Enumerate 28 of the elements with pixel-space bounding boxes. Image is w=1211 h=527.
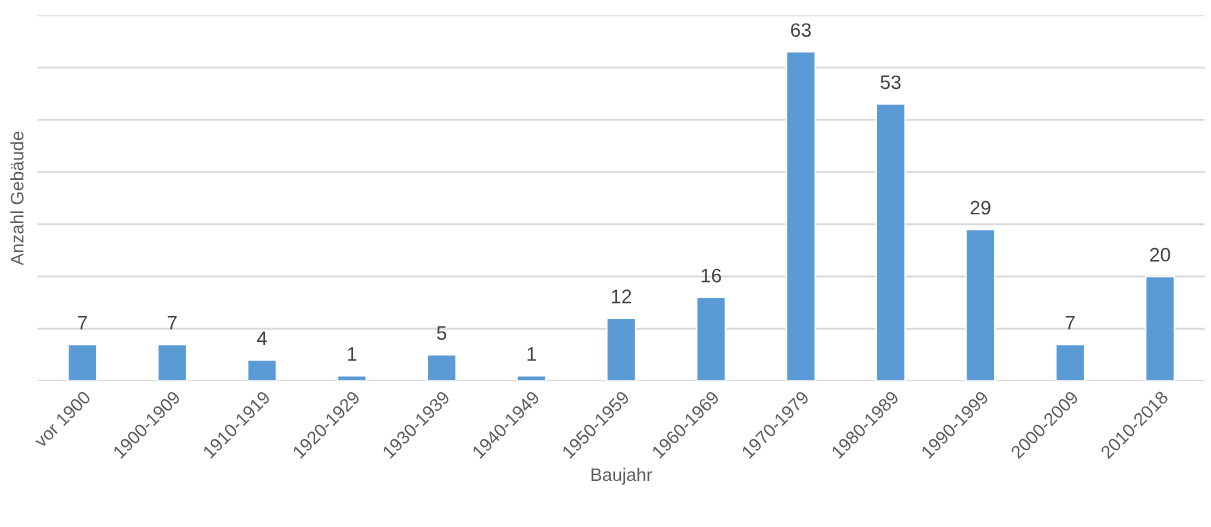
- bar: [157, 343, 188, 382]
- data-label: 7: [78, 315, 87, 330]
- data-label: 20: [1150, 247, 1171, 262]
- bar: [695, 296, 727, 382]
- bar: [426, 354, 457, 382]
- bar: [516, 375, 547, 382]
- bar: [606, 317, 637, 382]
- data-label: 1: [527, 347, 536, 361]
- data-label: 1: [347, 347, 357, 361]
- y-axis-title: Anzahl Gebäude: [10, 131, 24, 266]
- data-label: 4: [257, 331, 267, 345]
- data-label: 7: [167, 315, 177, 330]
- data-label: 16: [701, 268, 721, 283]
- bar: [965, 228, 996, 382]
- x-axis-title: Baujahr: [591, 467, 653, 485]
- bar: [875, 103, 906, 382]
- data-label: 29: [970, 200, 991, 215]
- bar: [246, 359, 278, 382]
- bar: [1144, 275, 1176, 382]
- data-label: 5: [437, 326, 447, 340]
- bar: [67, 343, 98, 382]
- data-label: 7: [1065, 315, 1075, 330]
- bar: [785, 51, 816, 382]
- bar: [1055, 343, 1086, 382]
- data-label: 63: [791, 23, 811, 37]
- bar: [336, 375, 367, 382]
- data-label: 12: [611, 289, 632, 304]
- data-label: 53: [880, 75, 901, 90]
